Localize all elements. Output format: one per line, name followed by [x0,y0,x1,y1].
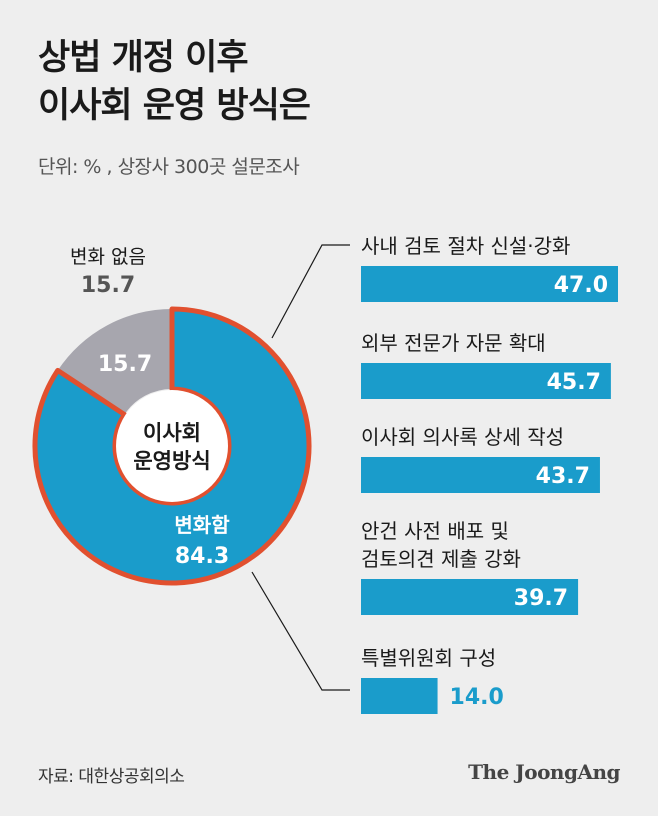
leader-line-top [271,244,350,339]
title-line-1: 상법 개정 이후 [38,38,249,78]
donut-center-label-1: 이사회 [143,421,201,445]
bar-chart [361,266,618,714]
subtitle: 단위: % , 상장사 300곳 설문조사 [38,156,300,178]
bar-category-label-3-0: 안건 사전 배포 및 [361,519,509,543]
bar-category-label-0-0: 사내 검토 절차 신설·강화 [361,234,570,258]
bar-value-label-0: 47.0 [554,273,608,298]
source-note: 자료: 대한상공회의소 [38,767,185,787]
donut-slice-outline [32,306,312,586]
donut-center-label-2: 운영방식 [133,449,210,473]
donut-outside-label: 변화 없음 [70,246,146,268]
donut-chart [32,306,312,586]
bar-value-label-3: 39.7 [514,586,568,611]
bar-value-label-4: 14.0 [450,685,504,710]
bar-3 [361,579,579,615]
title-line-2: 이사회 운영 방식은 [38,86,311,126]
bar-4 [361,678,438,714]
leader-line-bottom [251,571,350,691]
bar-category-label-1-0: 외부 전문가 자문 확대 [361,331,546,355]
bar-value-label-1: 45.7 [547,370,601,395]
bar-2 [361,457,600,493]
donut-slice-label-0: 변화함 [174,513,230,537]
brand-logo: The JoongAng [468,760,620,784]
donut-center [116,390,228,502]
bar-category-label-4-0: 특별위원회 구성 [361,646,496,670]
donut-slice-0 [35,309,310,583]
donut-outside-value: 15.7 [81,273,135,298]
donut-slice-value-1: 15.7 [98,352,152,377]
bar-category-label-2-0: 이사회 의사록 상세 작성 [361,425,564,449]
bar-category-label-3-1: 검토의견 제출 강화 [361,547,521,571]
bar-value-label-2: 43.7 [536,464,590,489]
donut-slice-value-0: 84.3 [175,544,229,569]
bar-1 [361,363,611,399]
bar-0 [361,266,618,302]
page-title: 상법 개정 이후 이사회 운영 방식은 [38,34,311,130]
